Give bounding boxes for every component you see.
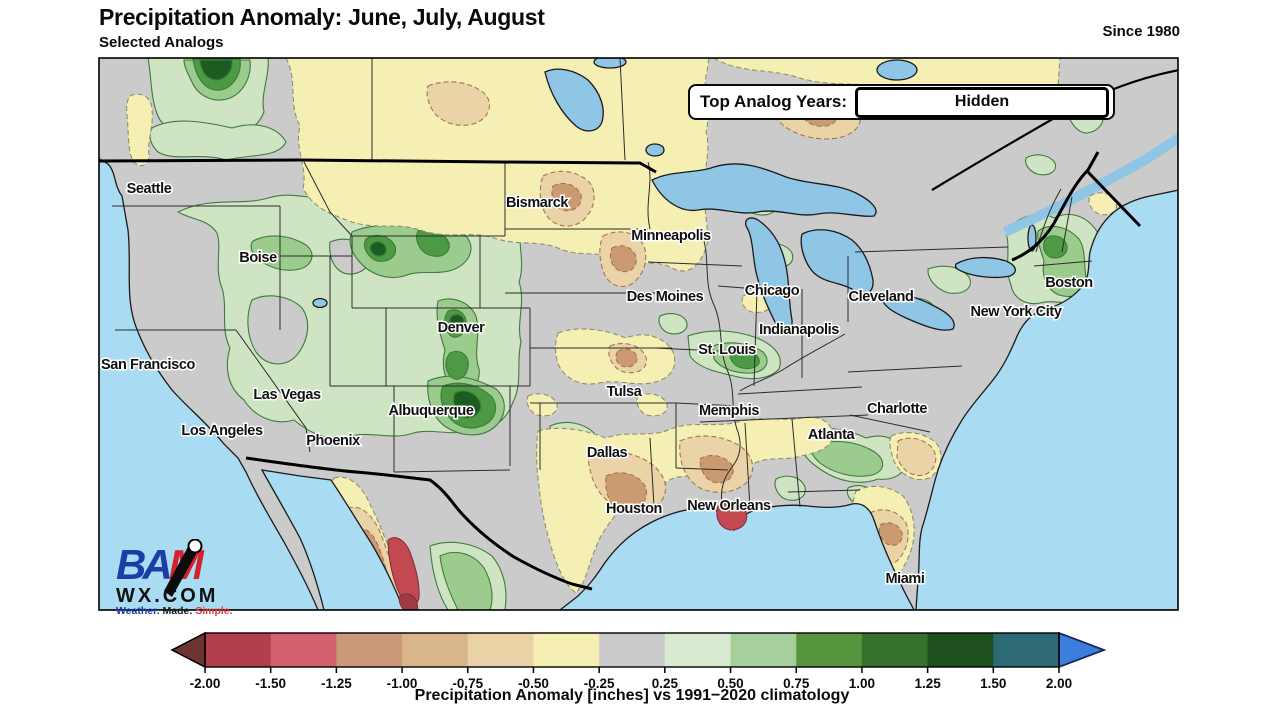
city-label-atlanta: Atlanta xyxy=(808,427,856,443)
city-label-albuquerque: Albuquerque xyxy=(388,403,473,419)
colorbar-segment xyxy=(927,633,994,667)
city-label-minneapolis: Minneapolis xyxy=(631,228,711,244)
city-label-phoenix: Phoenix xyxy=(306,433,360,449)
strong-dry-layer xyxy=(387,501,748,610)
colorbar-segment xyxy=(993,633,1060,667)
colorbar-tick-label: 1.25 xyxy=(914,676,941,691)
map-frame xyxy=(98,57,1179,611)
mexico-border xyxy=(245,456,593,591)
colorbar: -2.00 -1.50 -1.25 -1.00 -0.75 -0.50 -0.25 0.25 0… xyxy=(170,631,1107,691)
top-analog-years-label: Top Analog Years: xyxy=(700,92,848,111)
colorbar-segment xyxy=(861,633,929,667)
new-orleans-delta-anomaly xyxy=(716,501,748,531)
lake-michigan xyxy=(745,217,793,333)
city-label-new-orleans: New Orleans xyxy=(687,498,771,514)
colorbar-tick-label: -0.50 xyxy=(518,676,549,691)
city-label-bismarck: Bismarck xyxy=(506,195,569,211)
city-label-seattle: Seattle xyxy=(127,181,172,197)
great-salt-lake xyxy=(312,297,328,309)
top-analog-years-box: Top Analog Years: Hidden xyxy=(688,84,1115,120)
bamwx-logo-tagline: Weather. Made. Simple. xyxy=(116,605,233,617)
st-lawrence-river xyxy=(1002,133,1178,237)
city-labels: Seattle Boise San Francisco Las Vegas Los An… xyxy=(100,180,1095,589)
city-label-charlotte: Charlotte xyxy=(867,401,927,417)
lake-huron xyxy=(800,229,874,295)
colorbar-tick-label: 1.00 xyxy=(849,676,875,691)
city-label-denver: Denver xyxy=(438,320,486,336)
page-subtitle: Selected Analogs xyxy=(99,34,224,51)
city-label-houston: Houston xyxy=(606,501,662,517)
page-title: Precipitation Anomaly: June, July, Augus… xyxy=(99,4,545,30)
water-layer xyxy=(99,58,1178,610)
colorbar-segment xyxy=(205,633,272,667)
colorbar-caption: Precipitation Anomaly [inches] vs 1991−2… xyxy=(414,687,850,704)
city-label-cleveland: Cleveland xyxy=(849,289,914,305)
city-label-san-francisco: San Francisco xyxy=(101,357,195,373)
city-label-miami: Miami xyxy=(885,571,924,587)
city-label-new-york-city: New York City xyxy=(971,304,1062,320)
lake-winnipeg xyxy=(544,68,604,132)
northeast-border xyxy=(1011,151,1100,262)
city-label-des-moines: Des Moines xyxy=(627,289,704,305)
colorbar-tick-label: -1.00 xyxy=(387,676,418,691)
colorbar-tick-label: -1.50 xyxy=(255,676,286,691)
colorbar-left-arrow xyxy=(170,631,206,669)
lake-superior xyxy=(651,163,877,217)
colorbar-segment xyxy=(664,633,732,667)
colorbar-right-arrow xyxy=(1058,631,1107,669)
city-label-los-angeles: Los Angeles xyxy=(181,423,263,439)
lake-erie xyxy=(881,293,955,331)
colorbar-segment xyxy=(730,633,797,667)
colorbar-tick-label: -1.25 xyxy=(321,676,352,691)
city-label-tulsa: Tulsa xyxy=(607,384,643,400)
colorbar-tick-label: 0.50 xyxy=(717,676,743,691)
bamwx-logo-letters: BAM xyxy=(116,539,276,597)
state-borders xyxy=(112,58,1093,509)
city-label-dallas: Dallas xyxy=(587,445,628,461)
colorbar-tick-label: 2.00 xyxy=(1046,676,1072,691)
city-label-las-vegas: Las Vegas xyxy=(253,387,321,403)
bamwx-logo-wxcom: WX.COM xyxy=(116,585,219,607)
since-label: Since 1980 xyxy=(1102,23,1180,40)
colorbar-segment xyxy=(467,633,535,667)
city-label-boston: Boston xyxy=(1045,275,1093,291)
colorbar-tick-label: -2.00 xyxy=(190,676,221,691)
city-label-chicago: Chicago xyxy=(745,283,800,299)
colorbar-tick-label: 1.50 xyxy=(980,676,1006,691)
colorbar-outline xyxy=(204,632,1060,668)
colorbar-segment xyxy=(796,633,863,667)
colorbar-segment xyxy=(402,633,469,667)
gulf-of-mexico xyxy=(558,502,915,610)
lake-champlain xyxy=(1027,224,1037,252)
lake-ontario xyxy=(954,256,1016,279)
colorbar-segment xyxy=(270,633,337,667)
colorbar-segment xyxy=(533,633,600,667)
top-analog-years-value: Hidden xyxy=(855,86,1109,118)
colorbar-segment xyxy=(599,633,666,667)
city-label-memphis: Memphis xyxy=(699,403,759,419)
city-label-st-louis: St. Louis xyxy=(698,342,756,358)
colorbar-segment xyxy=(336,633,403,667)
colorbar-tick-label: 0.75 xyxy=(783,676,810,691)
colorbar-tick-label: -0.25 xyxy=(584,676,615,691)
baseball-bat-icon xyxy=(164,539,203,597)
atlantic-ocean xyxy=(915,189,1178,610)
bamwx-logo: BAM WX.COM Weather. Made. Simple. xyxy=(116,539,276,617)
city-label-boise: Boise xyxy=(239,250,277,266)
pacific-ocean xyxy=(99,157,319,610)
city-label-indianapolis: Indianapolis xyxy=(759,322,839,338)
colorbar-tick-label: 0.25 xyxy=(652,676,679,691)
colorbar-tick-label: -0.75 xyxy=(452,676,483,691)
canada-border xyxy=(99,158,657,174)
